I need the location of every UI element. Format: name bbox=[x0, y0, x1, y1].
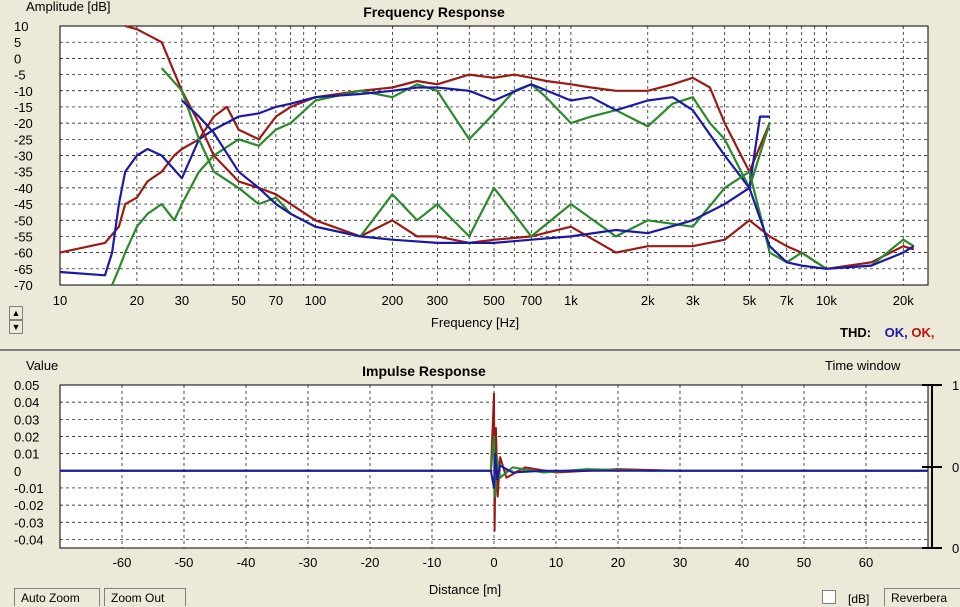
impulse-ylabel: Value bbox=[26, 358, 58, 373]
freq-x-tick: 70 bbox=[269, 293, 283, 308]
freq-y-tick: 10 bbox=[14, 19, 28, 34]
freq-y-tick: -65 bbox=[14, 262, 33, 277]
freq-x-tick: 20k bbox=[893, 293, 914, 308]
impulse-y-tick: 0.01 bbox=[14, 447, 39, 462]
impulse-x-tick: 50 bbox=[797, 555, 811, 570]
time-window-label: Time window bbox=[825, 358, 901, 373]
freq-y-tick: 0 bbox=[14, 51, 21, 66]
freq-title: Frequency Response bbox=[363, 4, 505, 20]
impulse-series-line bbox=[60, 452, 928, 489]
freq-x-tick: 1k bbox=[564, 293, 578, 308]
thd-readout: THD: OK, OK, bbox=[840, 325, 935, 340]
freq-series-line bbox=[111, 83, 771, 286]
freq-y-tick: -5 bbox=[14, 68, 26, 83]
freq-y-tick: -20 bbox=[14, 116, 33, 131]
impulse-x-tick: 60 bbox=[859, 555, 873, 570]
freq-grid bbox=[60, 25, 928, 286]
freq-x-tick: 700 bbox=[520, 293, 542, 308]
freq-y-tick: -30 bbox=[14, 149, 33, 164]
db-checkbox[interactable] bbox=[822, 590, 836, 604]
impulse-y-ticks: 0.05 0.04 0.03 0.02 0.01 0 -0.01 -0.02 -0.03 -0.0… bbox=[14, 378, 44, 547]
impulse-y-tick: 0.03 bbox=[14, 412, 39, 427]
scroll-down-button[interactable]: ▼ bbox=[9, 320, 23, 334]
time-window-tick: 0 bbox=[952, 541, 959, 556]
freq-x-tick: 50 bbox=[231, 293, 245, 308]
impulse-y-tick: -0.02 bbox=[14, 498, 44, 513]
impulse-title: Impulse Response bbox=[362, 363, 486, 379]
freq-y-tick: -60 bbox=[14, 246, 33, 261]
impulse-y-tick: -0.03 bbox=[14, 515, 44, 530]
freq-x-tick: 10k bbox=[816, 293, 837, 308]
db-label: [dB] bbox=[848, 592, 870, 606]
freq-y-tick: -25 bbox=[14, 132, 33, 147]
time-window-tick: 0 bbox=[952, 460, 959, 475]
freq-x-tick: 2k bbox=[641, 293, 655, 308]
impulse-x-tick: -10 bbox=[423, 555, 442, 570]
impulse-series-line bbox=[60, 435, 928, 498]
freq-y-tick: -40 bbox=[14, 181, 33, 196]
reverberation-button[interactable]: Reverbera bbox=[884, 588, 960, 606]
impulse-x-tick: -60 bbox=[113, 555, 132, 570]
freq-y-tick: -15 bbox=[14, 100, 33, 115]
auto-zoom-button[interactable]: Auto Zoom bbox=[14, 588, 100, 606]
impulse-x-tick: 10 bbox=[549, 555, 563, 570]
thd-label: THD: bbox=[840, 325, 872, 340]
scroll-up-button[interactable]: ▲ bbox=[9, 306, 23, 320]
freq-x-ticks: 10 20 30 50 70 100 200 300 500 700 1k 2k 3k 5k 7k 10k 20… bbox=[53, 293, 914, 308]
freq-panel: 10 20 30 50 70 100 200 300 500 700 1k 2k 3k 5k 7k 10k 20… bbox=[14, 0, 929, 330]
freq-series-line bbox=[181, 99, 915, 270]
impulse-x-tick: -40 bbox=[237, 555, 256, 570]
impulse-x-tick: 30 bbox=[673, 555, 687, 570]
impulse-x-tick: 0 bbox=[490, 555, 497, 570]
freq-x-tick: 10 bbox=[53, 293, 67, 308]
impulse-y-tick: -0.01 bbox=[14, 481, 44, 496]
freq-series-line bbox=[59, 73, 771, 254]
freq-x-tick: 200 bbox=[381, 293, 403, 308]
freq-y-tick: -45 bbox=[14, 197, 33, 212]
freq-y-tick: -50 bbox=[14, 213, 33, 228]
freq-xlabel: Frequency [Hz] bbox=[431, 315, 519, 330]
freq-series bbox=[59, 24, 915, 286]
impulse-series bbox=[60, 392, 928, 532]
time-window-tick: 1 bbox=[952, 378, 959, 393]
impulse-x-tick: -50 bbox=[175, 555, 194, 570]
freq-ylabel: Amplitude [dB] bbox=[26, 0, 111, 14]
impulse-xlabel: Distance [m] bbox=[429, 582, 501, 597]
freq-y-tick: 5 bbox=[14, 35, 21, 50]
zoom-out-button[interactable]: Zoom Out bbox=[104, 588, 186, 606]
impulse-y-tick: 0 bbox=[14, 464, 21, 479]
impulse-x-tick: -20 bbox=[361, 555, 380, 570]
thd-value-blue: OK, bbox=[884, 325, 908, 340]
impulse-x-tick: 20 bbox=[611, 555, 625, 570]
freq-y-tick: -55 bbox=[14, 229, 33, 244]
freq-x-tick: 20 bbox=[130, 293, 144, 308]
impulse-panel: -60 -50 -40 -30 -20 -10 0 10 20 30 40 50 60 0.050.04… bbox=[14, 358, 959, 597]
freq-y-ticks: 1050-5-10-15-20-25-30-35-40-45-50-55-60-… bbox=[14, 19, 33, 293]
thd-value-red: OK, bbox=[911, 325, 935, 340]
impulse-y-tick: 0.05 bbox=[14, 378, 39, 393]
freq-y-tick: -35 bbox=[14, 165, 33, 180]
freq-x-tick: 30 bbox=[175, 293, 189, 308]
freq-x-tick: 100 bbox=[305, 293, 327, 308]
impulse-y-tick: -0.04 bbox=[14, 532, 44, 547]
impulse-y-tick: 0.02 bbox=[14, 429, 39, 444]
impulse-x-tick: -30 bbox=[299, 555, 318, 570]
freq-y-tick: -10 bbox=[14, 84, 33, 99]
impulse-x-ticks: -60 -50 -40 -30 -20 -10 0 10 20 30 40 50 60 bbox=[113, 555, 874, 570]
freq-x-tick: 3k bbox=[686, 293, 700, 308]
freq-series-line bbox=[59, 83, 770, 277]
freq-series-line bbox=[160, 67, 915, 270]
freq-x-tick: 7k bbox=[780, 293, 794, 308]
freq-x-tick: 5k bbox=[743, 293, 757, 308]
freq-y-tick: -70 bbox=[14, 278, 33, 293]
impulse-x-tick: 40 bbox=[735, 555, 749, 570]
impulse-y-tick: 0.04 bbox=[14, 395, 39, 410]
freq-x-tick: 300 bbox=[426, 293, 448, 308]
freq-x-tick: 500 bbox=[483, 293, 505, 308]
time-window-axis[interactable]: 1 0 0 bbox=[922, 378, 959, 556]
